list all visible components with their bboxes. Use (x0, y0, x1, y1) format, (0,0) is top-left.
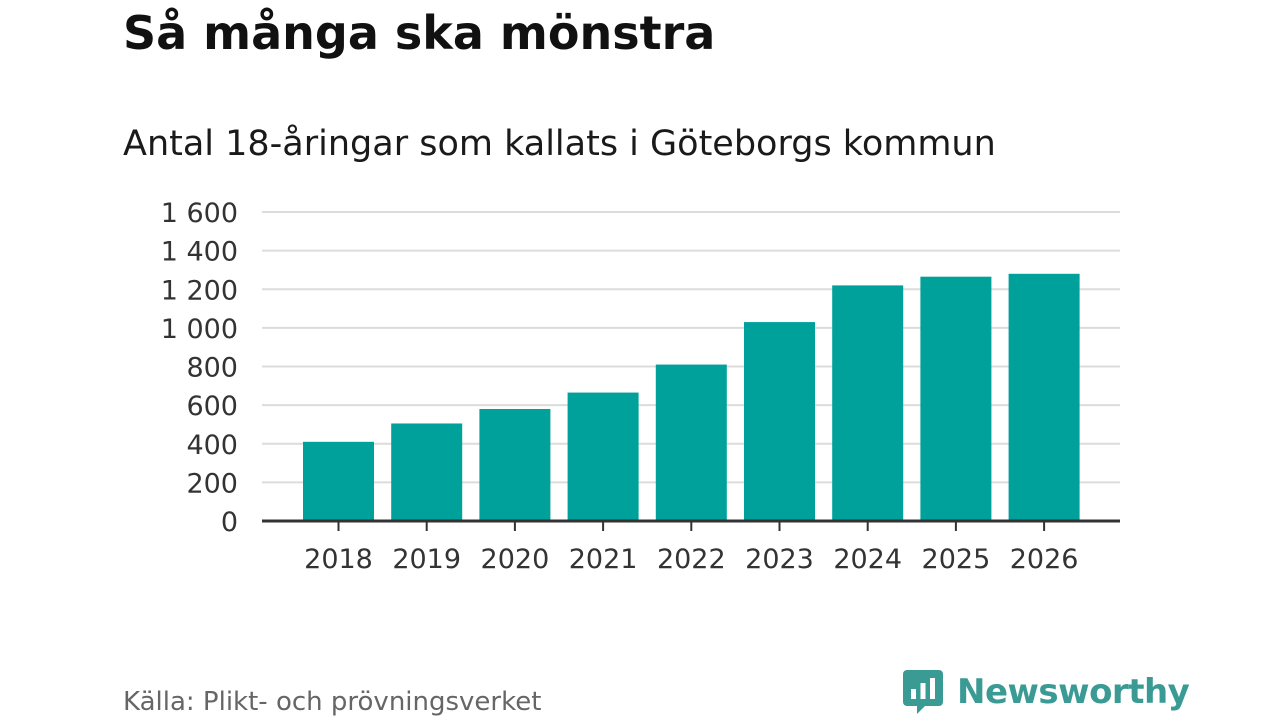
y-tick-label: 400 (186, 430, 238, 461)
x-tick-label: 2018 (304, 544, 373, 575)
y-tick-label: 1 200 (161, 275, 238, 306)
y-tick-label: 600 (186, 391, 238, 422)
bar-2018 (303, 441, 374, 521)
y-tick-label: 200 (186, 468, 238, 499)
x-tick-label: 2023 (745, 544, 814, 575)
chart-title: Så många ska mönstra (123, 6, 716, 60)
bar-2022 (655, 364, 727, 521)
x-tick-label: 2022 (657, 544, 726, 575)
source-note: Källa: Plikt- och prövningsverket (123, 687, 542, 717)
bar-2024 (832, 285, 904, 521)
bar-2026 (1008, 273, 1080, 521)
x-tick-label: 2025 (922, 544, 991, 575)
axes (262, 519, 1120, 531)
y-tick-label: 800 (186, 353, 238, 384)
x-tick-label: 2021 (569, 544, 638, 575)
y-tick-label: 1 600 (161, 198, 238, 229)
y-tick-label: 1 400 (161, 237, 238, 268)
chart-subtitle: Antal 18-åringar som kallats i Göteborgs… (123, 124, 996, 164)
x-tick-label: 2026 (1010, 544, 1079, 575)
brand-logo: Newsworthy (903, 670, 1190, 714)
newsworthy-logo-icon (903, 670, 943, 714)
x-tick-label: 2020 (481, 544, 550, 575)
y-tick-label: 0 (221, 507, 238, 538)
tick-labels: 0 200 400 600 800 1 000 1 200 1 400 1 600 2018 201… (161, 198, 1079, 575)
x-tick-label: 2019 (392, 544, 461, 575)
y-tick-label: 1 000 (161, 314, 238, 345)
bar-2023 (744, 322, 815, 521)
bars (303, 273, 1080, 521)
bar-2020 (479, 408, 551, 521)
bar-2019 (391, 423, 463, 521)
x-tick-label: 2024 (833, 544, 902, 575)
bar-2025 (920, 276, 992, 521)
bar-2021 (567, 392, 639, 521)
bar-chart: 0 200 400 600 800 1 000 1 200 1 400 1 600 2018 201… (161, 198, 1120, 575)
brand-name: Newsworthy (957, 672, 1190, 712)
